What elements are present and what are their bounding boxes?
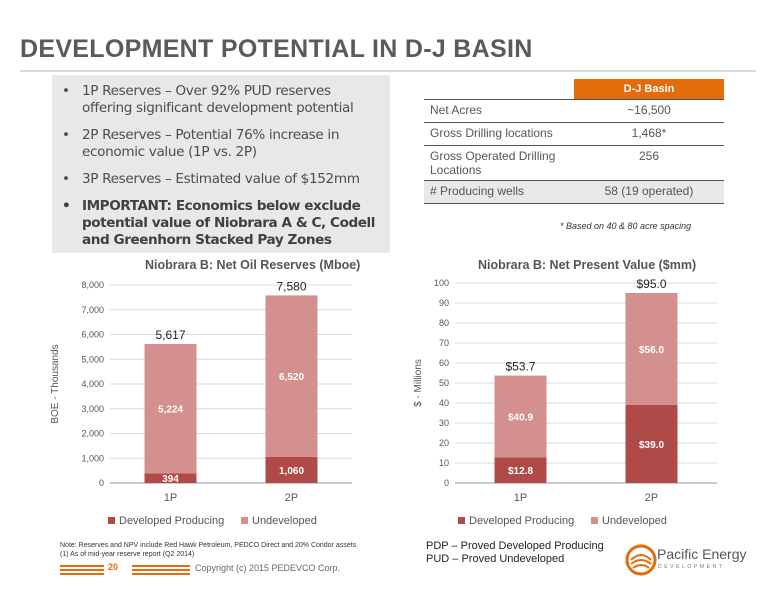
row-value: 256: [574, 145, 724, 181]
data-label: 5,224: [158, 405, 183, 416]
x-tick-label: 2P: [645, 492, 658, 504]
bullet-3p: 3P Reserves – Estimated value of $152mm: [60, 171, 380, 188]
legend-swatch: [591, 517, 598, 524]
y-tick-label: 7,000: [81, 305, 104, 315]
data-label: 394: [162, 474, 179, 485]
total-label: $53.7: [505, 360, 535, 374]
y-tick-label: 60: [439, 358, 449, 368]
bullet-1p: 1P Reserves – Over 92% PUD reserves offe…: [60, 83, 380, 117]
x-tick-label: 2P: [285, 492, 298, 504]
bar-segment: [625, 405, 678, 483]
oil-reserves-chart: 0 1,000 2,000 3,000 4,000 5,000 6,000 7,000 8,00…: [50, 279, 352, 527]
bar-segment: [144, 343, 197, 474]
y-axis-label: $ - Millions: [413, 359, 424, 407]
table-corner: [424, 79, 574, 100]
y-tick-label: 2,000: [81, 429, 104, 439]
dj-basin-table: D-J Basin Net Acres ~16,500 Gross Drilli…: [424, 79, 724, 204]
data-label: $12.8: [508, 466, 533, 477]
bullet-important: IMPORTANT: Economics below exclude poten…: [60, 198, 380, 249]
bar-segment: [494, 457, 547, 483]
row-label: Gross Drilling locations: [424, 122, 574, 146]
table-row: Gross Drilling locations 1,468*: [424, 122, 724, 146]
abbrev-pud: PUD – Proved Undeveloped: [426, 553, 565, 565]
y-tick-label: 30: [439, 418, 449, 428]
slide-title: DEVELOPMENT POTENTIAL IN D-J BASIN: [20, 35, 533, 63]
y-tick-label: 5,000: [81, 354, 104, 364]
legend-swatch: [458, 517, 465, 524]
y-tick-label: 4,000: [81, 379, 104, 389]
x-tick-label: 1P: [514, 492, 527, 504]
title-divider: [20, 70, 756, 72]
footer-note: Note: Reserves and NPV include Red Hawk …: [60, 541, 420, 559]
bullet-2p: 2P Reserves – Potential 76% increase in …: [60, 127, 380, 161]
y-tick-label: 90: [439, 298, 449, 308]
npv-chart-title: Niobrara B: Net Present Value ($mm): [478, 258, 697, 272]
pacific-energy-logo-icon: [625, 544, 657, 576]
data-label: 6,520: [279, 372, 304, 383]
bar-segment: [625, 293, 678, 405]
table-row: Net Acres ~16,500: [424, 99, 724, 123]
bar-segment: [265, 456, 318, 483]
y-tick-label: 0: [444, 478, 449, 488]
page-number: 20: [108, 562, 119, 572]
total-label: 7,580: [276, 279, 306, 293]
legend-label: Undeveloped: [252, 515, 317, 527]
y-tick-label: 0: [99, 478, 104, 488]
y-tick-label: 1,000: [81, 453, 104, 463]
legend-label: Undeveloped: [602, 515, 667, 527]
legend-label: Developed Producing: [119, 515, 224, 527]
bar-segment: [494, 375, 547, 458]
bar-segment: [265, 295, 318, 457]
x-tick-label: 1P: [164, 492, 177, 504]
total-label: 5,617: [155, 328, 185, 342]
data-label: 1,060: [279, 466, 304, 477]
y-tick-label: 10: [439, 458, 449, 468]
y-tick-label: 70: [439, 338, 449, 348]
row-label: # Producing wells: [424, 180, 574, 204]
copyright: Copyright (c) 2015 PEDEVCO Corp.: [195, 563, 341, 573]
y-tick-label: 20: [439, 438, 449, 448]
footer-note-line-2: (1) As of mid-year reserve report (Q2 20…: [60, 551, 195, 558]
data-label: $56.0: [639, 345, 664, 356]
logo-name: Pacific Energy: [657, 546, 747, 562]
y-tick-label: 100: [434, 278, 449, 288]
row-label: Gross Operated Drilling Locations: [424, 145, 574, 181]
data-label: $40.9: [508, 413, 533, 424]
y-tick-label: 40: [439, 398, 449, 408]
y-tick-label: 80: [439, 318, 449, 328]
npv-chart: 0 10 20 30 40 50 60 70 80 90 100 $ - Millions $12.8 $…: [413, 277, 717, 527]
total-label: $95.0: [636, 277, 666, 291]
legend-swatch: [108, 517, 115, 524]
table-row: Gross Operated Drilling Locations 256: [424, 145, 724, 181]
row-value: ~16,500: [574, 99, 724, 123]
page-bar-decoration: [60, 565, 190, 575]
row-label: Net Acres: [424, 99, 574, 123]
bar-segment: [144, 473, 197, 483]
y-tick-label: 6,000: [81, 330, 104, 340]
table-header: D-J Basin: [574, 79, 724, 100]
table-row: # Producing wells 58 (19 operated): [424, 180, 724, 204]
y-tick-label: 3,000: [81, 404, 104, 414]
legend-swatch: [241, 517, 248, 524]
row-value: 1,468*: [574, 122, 724, 146]
row-value: 58 (19 operated): [574, 180, 724, 204]
data-label: $39.0: [639, 440, 664, 451]
legend-label: Developed Producing: [469, 515, 574, 527]
oil-chart-title: Niobrara B: Net Oil Reserves (Mboe): [145, 258, 361, 272]
table-footnote: * Based on 40 & 80 acre spacing: [560, 221, 692, 231]
abbreviations: PDP – Proved Developed Producing PUD – P…: [426, 540, 604, 566]
bullet-panel: 1P Reserves – Over 92% PUD reserves offe…: [52, 75, 390, 253]
abbrev-pdp: PDP – Proved Developed Producing: [426, 540, 604, 552]
y-axis-label: BOE - Thousands: [50, 344, 61, 423]
y-tick-label: 50: [439, 378, 449, 388]
y-tick-label: 8,000: [81, 280, 104, 290]
logo-subtitle: DEVELOPMENT: [658, 564, 725, 570]
footer-note-line-1: Note: Reserves and NPV include Red Hawk …: [60, 542, 357, 549]
